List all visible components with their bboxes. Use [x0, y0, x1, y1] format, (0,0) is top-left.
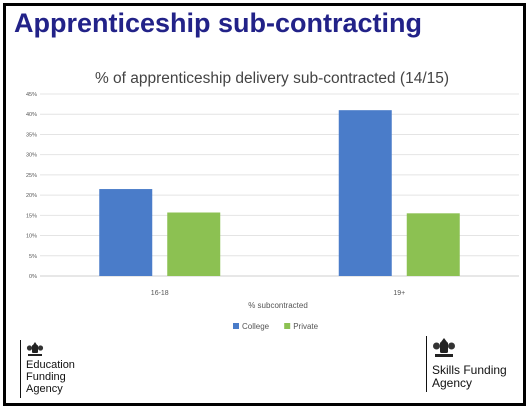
- legend-label: College: [242, 322, 270, 331]
- bar-college-16-18: [99, 189, 153, 276]
- y-tick-label: 15%: [26, 213, 37, 219]
- legend-swatch: [284, 323, 291, 329]
- y-axis-ticks: 0% 5% 10% 15% 20% 25% 30% 35% 40% 45%: [26, 92, 37, 280]
- logo-text: Skills Funding Agency: [432, 364, 507, 390]
- y-tick-label: 0%: [29, 274, 37, 280]
- y-tick-label: 20%: [26, 193, 37, 199]
- bar-private-19+: [406, 213, 460, 276]
- slide-title: Apprenticeship sub-contracting: [14, 8, 423, 38]
- legend-swatch: [233, 323, 239, 329]
- bar-college-19+: [338, 110, 392, 276]
- logo-line: Agency: [432, 375, 473, 390]
- legend: College Private: [233, 322, 319, 331]
- x-tick-label: 16-18: [151, 290, 169, 297]
- y-tick-label: 25%: [26, 173, 37, 179]
- slide: Apprenticeship sub-contracting % of appr…: [3, 3, 526, 406]
- y-tick-label: 45%: [26, 92, 37, 98]
- logo-line: Funding: [26, 370, 66, 383]
- legend-label: Private: [293, 322, 318, 331]
- royal-crest-icon: [26, 342, 44, 356]
- logo-rule: [426, 336, 427, 392]
- logo-rule: [20, 340, 21, 398]
- logo-line: Education: [26, 359, 75, 371]
- logo-text: Education Funding Agency: [26, 359, 75, 396]
- x-axis-ticks: 16-18 19+: [151, 290, 405, 297]
- y-tick-label: 10%: [26, 234, 37, 240]
- y-tick-label: 40%: [26, 112, 37, 118]
- x-axis-label: % subcontracted: [248, 301, 308, 310]
- y-tick-label: 5%: [29, 254, 37, 260]
- logo-line: Skills Funding: [432, 363, 507, 377]
- royal-crest-icon: [433, 338, 455, 357]
- chart-title: % of apprenticeship delivery sub-contrac…: [95, 70, 449, 87]
- logo-line: Agency: [26, 382, 63, 395]
- chart: % of apprenticeship delivery sub-contrac…: [26, 70, 519, 331]
- bars: [99, 110, 460, 276]
- x-tick-label: 19+: [393, 290, 405, 297]
- bar-private-16-18: [167, 212, 221, 276]
- y-tick-label: 35%: [26, 132, 37, 138]
- y-tick-label: 30%: [26, 153, 37, 159]
